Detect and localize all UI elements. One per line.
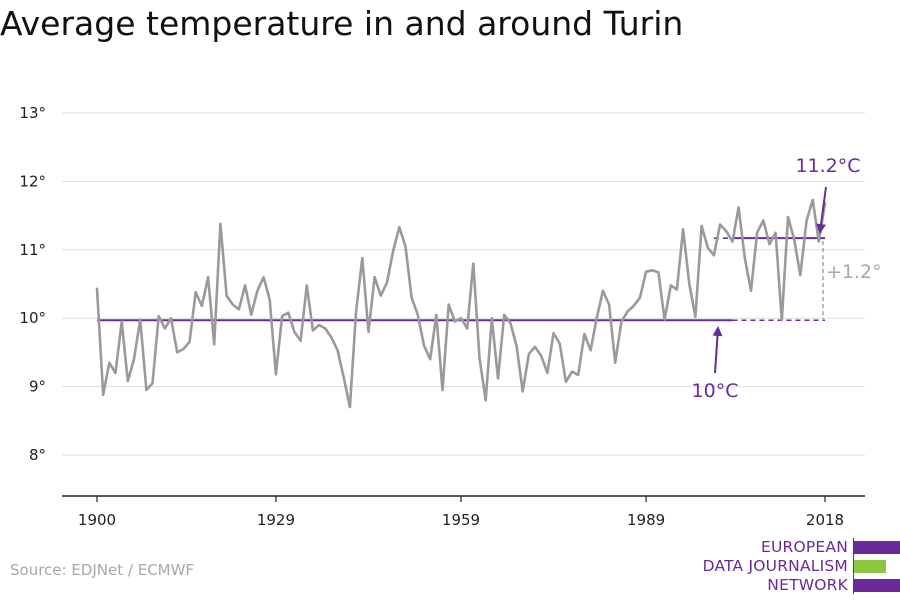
y-tick-label-9: 9°: [29, 378, 46, 396]
y-axis-ticks: 8° 9° 10° 11° 12° 13°: [19, 104, 46, 464]
y-tick-label-12: 12°: [19, 172, 46, 190]
x-tick-label-1929: 1929: [257, 511, 295, 529]
x-tick-label-1900: 1900: [78, 511, 116, 529]
y-tick-label-13: 13°: [19, 104, 46, 122]
x-tick-label-2018: 2018: [806, 511, 844, 529]
y-tick-label-8: 8°: [29, 446, 46, 464]
gridlines: [62, 112, 865, 456]
x-axis: 1900 1929 1959 1989 2018: [62, 495, 865, 529]
x-tick-label-1959: 1959: [442, 511, 480, 529]
logo-line-1: EUROPEAN: [760, 538, 848, 556]
temperature-series-line: [95, 198, 827, 409]
logo-bar-purple-bottom: [854, 579, 900, 592]
annotation-delta: +1.2°: [826, 261, 882, 283]
y-tick-label-11: 11°: [19, 241, 46, 259]
series-layer: [95, 198, 827, 409]
logo-rule: [853, 538, 854, 594]
annotations: 11.2°C 10°C +1.2°: [692, 155, 882, 402]
annotation-10c-arrow: [712, 326, 723, 374]
chart-title: Average temperature in and around Turin: [0, 4, 684, 43]
x-tick-label-1989: 1989: [627, 511, 665, 529]
y-tick-label-10: 10°: [19, 309, 46, 327]
logo-bar-purple-top: [854, 541, 900, 554]
annotation-10c: 10°C: [692, 380, 739, 402]
logo-line-2: DATA JOURNALISM: [702, 557, 848, 575]
source-note: Source: EDJNet / ECMWF: [10, 561, 195, 579]
annotation-11-2c: 11.2°C: [795, 155, 860, 177]
annotation-11-2c-arrow: [816, 186, 827, 234]
edjnet-logo[interactable]: EUROPEAN DATA JOURNALISM NETWORK: [700, 530, 900, 598]
logo-bar-green: [854, 560, 886, 573]
logo-line-3: NETWORK: [767, 576, 848, 594]
